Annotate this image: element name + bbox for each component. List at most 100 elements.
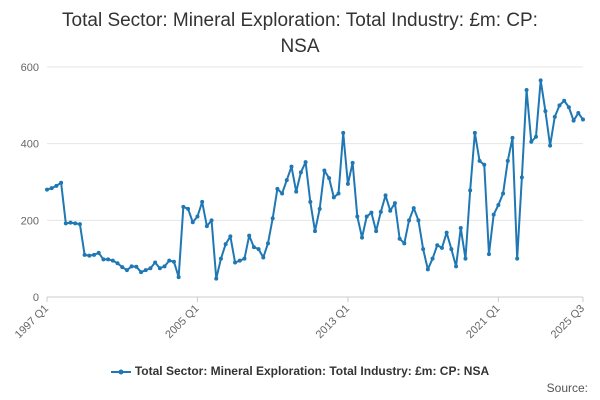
data-point[interactable] — [566, 105, 571, 110]
data-point[interactable] — [106, 257, 111, 262]
data-point[interactable] — [200, 199, 205, 204]
data-point[interactable] — [190, 220, 195, 225]
data-point[interactable] — [571, 118, 576, 123]
data-point[interactable] — [120, 265, 125, 270]
data-point[interactable] — [247, 233, 252, 238]
data-point[interactable] — [435, 243, 440, 248]
data-point[interactable] — [92, 252, 97, 257]
data-point[interactable] — [82, 252, 87, 257]
data-point[interactable] — [421, 247, 426, 252]
data-point[interactable] — [153, 260, 158, 265]
data-point[interactable] — [336, 191, 341, 196]
data-point[interactable] — [242, 256, 247, 261]
data-point[interactable] — [87, 253, 92, 258]
data-point[interactable] — [378, 209, 383, 214]
data-point[interactable] — [115, 261, 120, 266]
data-point[interactable] — [482, 162, 487, 167]
data-point[interactable] — [218, 256, 223, 261]
data-point[interactable] — [402, 241, 407, 246]
data-point[interactable] — [369, 210, 374, 215]
data-point[interactable] — [505, 158, 510, 163]
data-point[interactable] — [223, 242, 228, 247]
data-point[interactable] — [383, 193, 388, 198]
data-point[interactable] — [96, 250, 101, 255]
data-point[interactable] — [209, 218, 214, 223]
data-point[interactable] — [228, 234, 233, 239]
data-point[interactable] — [533, 134, 538, 139]
data-point[interactable] — [430, 256, 435, 261]
data-point[interactable] — [581, 117, 585, 122]
data-point[interactable] — [322, 168, 327, 173]
data-point[interactable] — [280, 191, 285, 196]
data-point[interactable] — [63, 221, 68, 226]
data-point[interactable] — [501, 191, 506, 196]
data-point[interactable] — [317, 206, 322, 211]
data-point[interactable] — [284, 178, 289, 183]
data-point[interactable] — [364, 214, 369, 219]
data-point[interactable] — [181, 204, 186, 209]
data-point[interactable] — [49, 186, 54, 191]
data-point[interactable] — [139, 270, 144, 275]
data-point[interactable] — [204, 224, 209, 229]
data-point[interactable] — [355, 214, 360, 219]
data-point[interactable] — [491, 212, 496, 217]
data-point[interactable] — [374, 229, 379, 234]
data-point[interactable] — [237, 258, 242, 263]
data-point[interactable] — [454, 264, 459, 269]
data-point[interactable] — [162, 264, 167, 269]
data-point[interactable] — [388, 208, 393, 213]
data-point[interactable] — [148, 266, 153, 271]
data-point[interactable] — [529, 139, 534, 144]
data-point[interactable] — [327, 176, 332, 181]
data-point[interactable] — [392, 201, 397, 206]
data-point[interactable] — [548, 143, 553, 148]
data-point[interactable] — [477, 158, 482, 163]
data-point[interactable] — [59, 180, 64, 185]
data-point[interactable] — [515, 256, 520, 261]
data-point[interactable] — [308, 199, 313, 204]
data-point[interactable] — [510, 135, 515, 140]
data-point[interactable] — [124, 268, 129, 273]
data-point[interactable] — [214, 276, 219, 281]
data-point[interactable] — [129, 264, 134, 269]
data-point[interactable] — [77, 222, 82, 227]
data-point[interactable] — [425, 267, 430, 272]
data-point[interactable] — [134, 264, 139, 269]
data-point[interactable] — [195, 214, 200, 219]
data-point[interactable] — [157, 266, 162, 271]
data-point[interactable] — [261, 255, 266, 260]
data-point[interactable] — [449, 247, 454, 252]
data-point[interactable] — [407, 218, 412, 223]
data-point[interactable] — [298, 170, 303, 175]
data-point[interactable] — [472, 130, 477, 135]
data-point[interactable] — [439, 245, 444, 250]
data-point[interactable] — [538, 78, 543, 83]
data-point[interactable] — [397, 236, 402, 241]
data-point[interactable] — [54, 183, 59, 188]
data-point[interactable] — [270, 216, 275, 221]
data-point[interactable] — [176, 275, 181, 280]
data-point[interactable] — [68, 220, 73, 225]
data-point[interactable] — [468, 188, 473, 193]
data-point[interactable] — [345, 181, 350, 186]
data-point[interactable] — [416, 218, 421, 223]
data-point[interactable] — [486, 252, 491, 257]
data-point[interactable] — [110, 258, 115, 263]
data-point[interactable] — [331, 195, 336, 200]
data-point[interactable] — [233, 260, 238, 265]
data-point[interactable] — [289, 164, 294, 169]
data-point[interactable] — [411, 206, 416, 211]
data-point[interactable] — [458, 226, 463, 230]
data-point[interactable] — [45, 187, 49, 192]
data-point[interactable] — [463, 256, 468, 261]
data-point[interactable] — [519, 175, 524, 180]
data-point[interactable] — [313, 229, 317, 234]
data-point[interactable] — [562, 98, 567, 103]
data-point[interactable] — [496, 203, 501, 207]
data-point[interactable] — [360, 235, 365, 240]
data-point[interactable] — [303, 160, 308, 165]
legend[interactable]: Total Sector: Mineral Exploration: Total… — [0, 364, 600, 378]
data-point[interactable] — [73, 221, 78, 226]
data-point[interactable] — [256, 247, 261, 252]
data-point[interactable] — [557, 103, 562, 108]
